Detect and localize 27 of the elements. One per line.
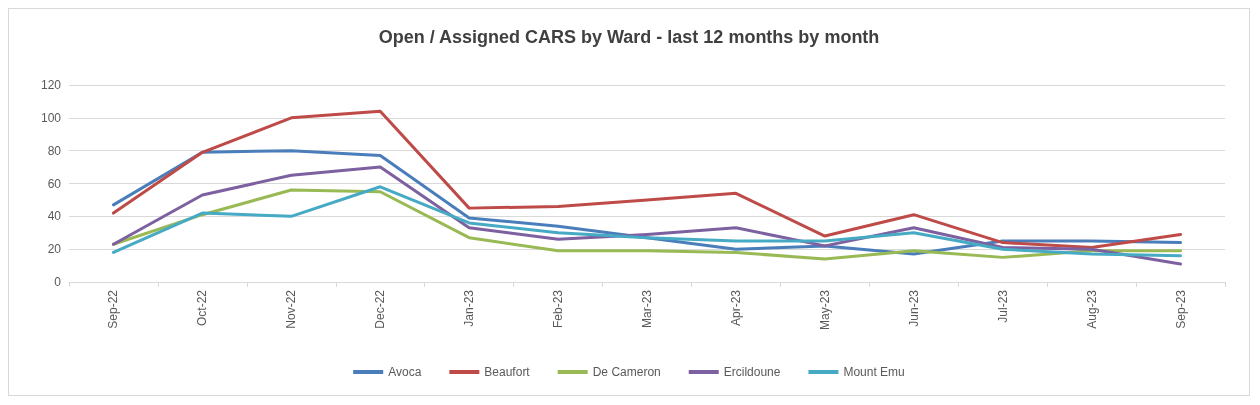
legend-label: Ercildoune: [723, 365, 781, 379]
x-tick-label: Dec-22: [373, 289, 388, 329]
x-tick-label: Sep-23: [1173, 289, 1188, 329]
legend-label: Beaufort: [484, 365, 531, 379]
x-tick-label: Apr-23: [728, 289, 743, 327]
line-series: [111, 109, 1183, 250]
y-tick-label: 80: [47, 143, 62, 158]
legend-label: Mount Emu: [843, 365, 905, 379]
chart-title: Open / Assigned CARS by Ward - last 12 months by month: [378, 27, 880, 47]
x-tick-label: Aug-23: [1084, 289, 1099, 329]
x-tick-label: Sep-22: [106, 289, 121, 329]
x-tick-label: Oct-22: [195, 289, 210, 327]
y-tick-label: 20: [47, 242, 62, 257]
x-tick-label: Jan-23: [462, 289, 477, 327]
x-tick-label: Mar-23: [640, 289, 654, 329]
y-tick-label: 40: [47, 209, 62, 224]
x-tick-label: May-23: [817, 289, 832, 331]
x-tick-label: Jun-23: [906, 289, 921, 327]
legend-label: Avoca: [388, 365, 422, 379]
x-tick-label: Feb-23: [551, 289, 566, 329]
x-tick-label: Nov-22: [284, 289, 299, 329]
x-tick-label: Jul-23: [995, 289, 1010, 323]
y-tick-label: 100: [40, 110, 62, 125]
y-tick-label: 60: [47, 176, 62, 191]
y-tick-label: 0: [54, 275, 62, 289]
y-tick-label: 120: [40, 78, 62, 92]
legend-label: De Cameron: [592, 365, 661, 379]
